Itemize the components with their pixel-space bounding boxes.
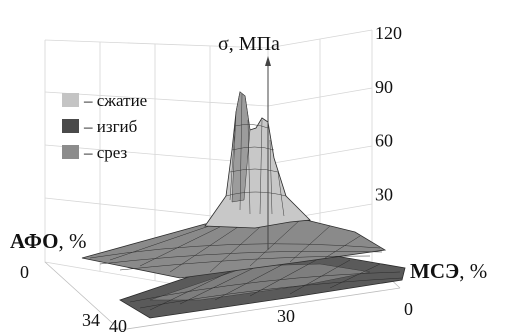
y-tick-label: 40 [109, 316, 127, 336]
legend-swatch [62, 145, 79, 159]
chart-legend: – сжатие – изгиб – срез [62, 91, 147, 162]
legend-label: – изгиб [83, 117, 137, 136]
x-tick-label: 0 [404, 299, 413, 319]
x-tick-label: 30 [277, 306, 295, 326]
y-tick-label: 34 [82, 310, 100, 330]
x-axis-title-bold: МСЭ [410, 259, 459, 283]
z-axis-title: σ, МПа [218, 33, 280, 55]
z-tick-label: 90 [375, 77, 393, 97]
y-axis-title: АФО, % [10, 229, 86, 253]
legend-label: – срез [83, 143, 128, 162]
surface-srez [81, 215, 387, 279]
surface-szhatie [204, 91, 311, 229]
legend-label: – сжатие [83, 91, 147, 110]
x-axis-title-unit: , % [459, 259, 487, 283]
z-tick-labels: 30 60 90 120 [375, 23, 402, 204]
y-axis-title-unit: , % [58, 229, 86, 253]
z-tick-label: 60 [375, 131, 393, 151]
legend-swatch [62, 93, 79, 107]
y-axis-title-bold: АФО [10, 229, 58, 253]
z-tick-label: 30 [375, 184, 393, 204]
x-axis-title: МСЭ, % [410, 259, 487, 283]
z-axis-arrow-icon [265, 56, 271, 66]
z-tick-label: 120 [375, 23, 402, 43]
y-tick-label: 0 [20, 262, 29, 282]
legend-swatch [62, 119, 79, 133]
